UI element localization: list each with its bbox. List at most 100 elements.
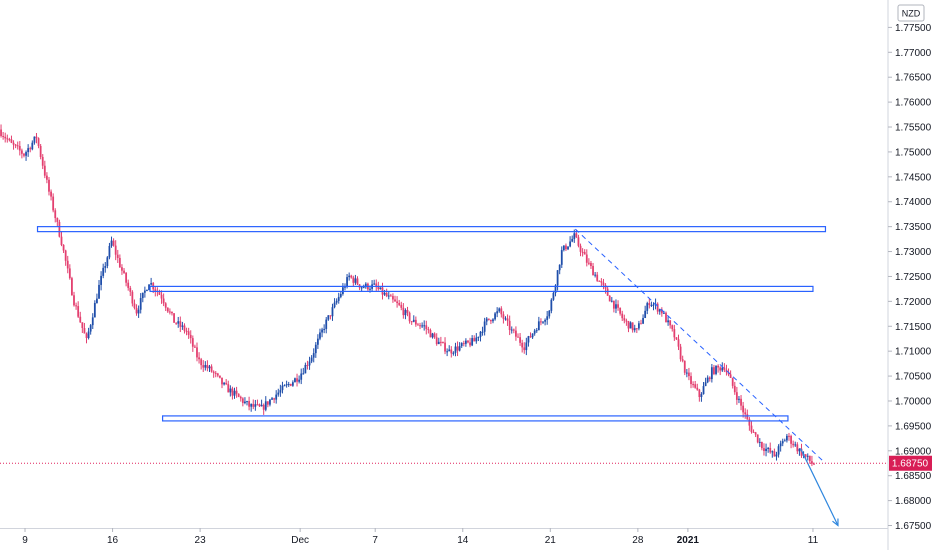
candle-body [523,347,526,351]
candle-body [333,302,336,308]
candle-body [352,277,355,283]
candle-body [667,320,669,323]
y-tick-label: 1.70500 [895,372,932,383]
candle-body [496,311,499,314]
candle-body [260,404,263,407]
candle-body [556,270,559,286]
candle-body [717,365,720,368]
candle-body [339,293,342,297]
projection-arrow-line[interactable] [799,448,839,526]
candle-body [652,304,655,306]
y-tick-label: 1.72500 [895,272,932,283]
candle-body [83,328,86,334]
candle-body [87,331,90,339]
candle-body [721,367,724,371]
candle-body [458,346,461,351]
candle-body [738,398,740,400]
candle-body [592,266,594,276]
candle-body [116,254,119,258]
candle-body [171,311,173,314]
y-axis-ticks: 1.67500 1.68000 1.68500 1.69000 1.69500 1.700… [888,23,932,532]
candle-body [46,175,48,180]
trendline-dashed[interactable] [574,228,826,464]
candle-body [769,447,772,453]
y-tick-label: 1.70000 [895,396,932,407]
candle-body [71,278,73,296]
candle-body [331,307,334,317]
candle-body [85,333,88,339]
candle-body [312,353,315,358]
candle-body [8,139,11,141]
candle-body [375,283,378,288]
candle-body [356,278,359,285]
candle-body [175,322,178,324]
candle-body [198,357,200,360]
level-support-1[interactable] [161,415,789,422]
candle-body [548,310,551,317]
candle-body [594,274,597,276]
candle-body [298,379,301,382]
candle-body [271,398,273,400]
candle-body [206,365,209,369]
candle-body [681,359,684,361]
candle-body [627,321,630,329]
level-resistance-1[interactable] [36,226,827,233]
candle-body [12,142,15,145]
candle-body [246,401,248,403]
candle-body [544,319,546,322]
candle-body [542,321,544,323]
candle-body [796,444,799,452]
candle-body [337,296,340,301]
x-axis-ticks: 9 16 23 Dec 7 14 21 28 2021 11 [22,528,819,546]
candle-body [429,330,432,338]
candle-body [583,252,586,255]
candle-body [423,325,426,327]
candle-body [702,386,705,395]
candle-body [106,257,109,267]
candle-body [258,404,261,407]
candle-body [508,320,511,331]
candle-body [252,403,255,407]
candle-body [606,288,609,296]
candle-body [135,307,138,314]
candle-body [52,196,55,211]
candle-body [775,454,778,457]
candle-body [615,304,617,309]
candle-body [360,287,363,289]
candle-body [410,321,413,323]
current-price-badge-bg [889,455,932,471]
candle-body [477,336,480,338]
candle-body [158,292,161,295]
candle-body [742,405,745,413]
candle-body [10,139,13,143]
candle-body [677,339,680,347]
candle-body [469,342,471,346]
candle-body [283,385,286,387]
candle-body [777,446,780,455]
candle-body [729,374,732,378]
candle-body [344,286,346,288]
level-resistance-2[interactable] [149,285,814,293]
candle-body [235,390,238,394]
candle-body [558,264,561,271]
candle-body [346,277,348,287]
candle-body [229,388,232,393]
candle-body [4,136,7,139]
candle-body [748,419,751,426]
currency-badge[interactable]: NZD [897,4,925,22]
candle-body [14,144,17,146]
candle-body [125,272,128,283]
candle-body [794,444,797,446]
x-tick-label: 28 [632,535,644,546]
candle-body [723,367,726,370]
candle-body [494,313,496,320]
candle-body [625,320,628,322]
candle-body [223,382,225,385]
candle-body [515,330,517,337]
candle-body [154,289,157,291]
candle-body [310,357,313,362]
candle-body [490,319,492,322]
candle-body [633,328,636,331]
candle-body [254,404,257,407]
